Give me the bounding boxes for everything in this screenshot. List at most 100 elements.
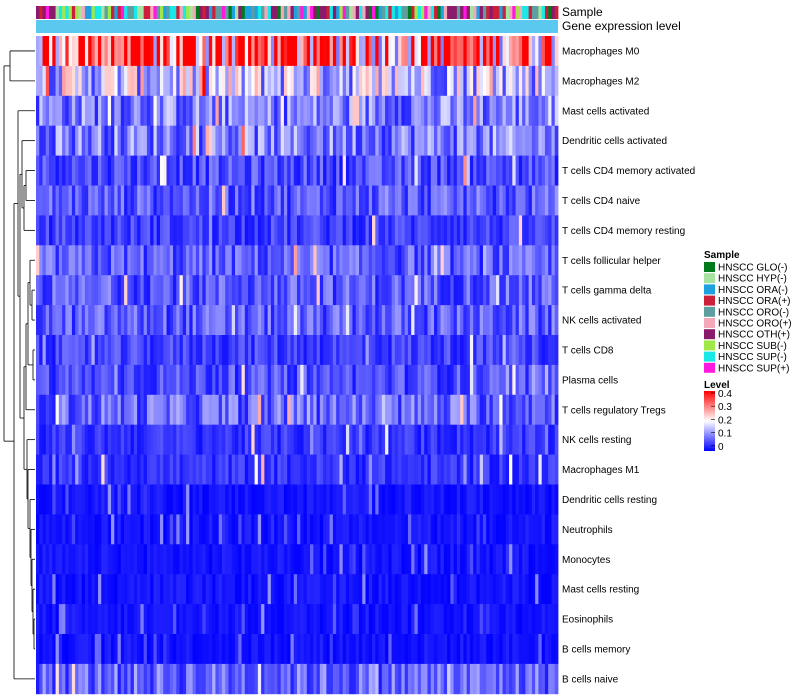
heatmap-cell xyxy=(505,95,510,127)
heatmap-cell xyxy=(522,185,526,216)
heatmap-cell xyxy=(404,544,409,575)
sample-annotation-cell xyxy=(385,6,389,19)
heatmap-cell xyxy=(398,275,402,306)
heatmap-cell xyxy=(407,364,412,396)
heatmap-cell xyxy=(460,394,464,426)
heatmap-cell xyxy=(270,335,275,366)
heatmap-cell xyxy=(202,245,207,276)
heatmap-cell xyxy=(372,544,376,575)
heatmap-cell xyxy=(420,364,425,396)
sample-annotation-cell xyxy=(453,6,458,19)
heatmap-cell xyxy=(274,125,278,156)
heatmap-cell xyxy=(414,514,419,545)
heatmap-cell xyxy=(228,394,233,426)
heatmap-cell xyxy=(434,215,438,246)
heatmap-cell xyxy=(345,544,350,575)
heatmap-cell xyxy=(476,604,481,635)
heatmap-cell xyxy=(323,65,327,97)
heatmap-cell xyxy=(362,544,366,575)
heatmap-cell xyxy=(202,454,207,485)
heatmap-cell xyxy=(45,125,50,156)
heatmap-cell xyxy=(120,275,125,306)
heatmap-cell xyxy=(420,424,425,455)
heatmap-cell xyxy=(208,394,213,426)
heatmap-cell xyxy=(411,36,415,67)
heatmap-cell xyxy=(492,215,497,246)
gene-expression-track-label: Gene expression level xyxy=(562,19,681,33)
heatmap-cell xyxy=(362,245,366,276)
heatmap-cell xyxy=(205,574,210,605)
heatmap-cell xyxy=(208,185,213,216)
heatmap-cell xyxy=(378,65,383,97)
heatmap-cell xyxy=(241,305,246,336)
heatmap-cell xyxy=(437,424,441,455)
heatmap-cell xyxy=(65,305,70,336)
heatmap-cell xyxy=(554,95,559,127)
heatmap-cell xyxy=(267,36,272,67)
heatmap-cell xyxy=(460,215,464,246)
heatmap-cell xyxy=(345,574,350,605)
heatmap-cell xyxy=(492,275,497,306)
sample-annotation-cell xyxy=(394,6,399,19)
heatmap-cell xyxy=(176,514,180,545)
heatmap-cell xyxy=(173,215,177,246)
heatmap-cell xyxy=(36,394,40,426)
heatmap-cell xyxy=(479,185,484,216)
heatmap-cell xyxy=(554,454,559,485)
heatmap-cell xyxy=(391,245,396,276)
heatmap-cell xyxy=(310,36,314,67)
heatmap-cell xyxy=(199,125,203,156)
heatmap-cell xyxy=(300,305,304,336)
heatmap-cell xyxy=(518,125,523,156)
heatmap-cell xyxy=(404,155,409,186)
heatmap-cell xyxy=(535,454,539,485)
heatmap-cell xyxy=(293,394,298,426)
heatmap-cell xyxy=(182,634,187,665)
heatmap-cell xyxy=(133,484,138,515)
heatmap-cell xyxy=(368,275,373,306)
heatmap-cell xyxy=(62,36,66,67)
heatmap-cell xyxy=(430,305,435,336)
heatmap-cell xyxy=(163,215,167,246)
heatmap-cell xyxy=(476,275,481,306)
heatmap-cell xyxy=(365,275,370,306)
heatmap-cell xyxy=(68,36,73,67)
heatmap-cell xyxy=(407,36,412,67)
heatmap-cell xyxy=(482,125,487,156)
heatmap-cell xyxy=(270,125,275,156)
heatmap-cell xyxy=(146,454,151,485)
heatmap-cell xyxy=(179,604,184,635)
heatmap-cell xyxy=(362,65,366,97)
heatmap-cell xyxy=(225,424,229,455)
heatmap-cell xyxy=(365,65,370,97)
heatmap-cell xyxy=(68,604,73,635)
heatmap-cell xyxy=(78,65,83,97)
heatmap-cell xyxy=(339,544,344,575)
heatmap-cell xyxy=(453,634,458,665)
sample-annotation-cell xyxy=(146,6,151,19)
heatmap-cell xyxy=(52,604,56,635)
heatmap-cell xyxy=(332,95,337,127)
heatmap-cell xyxy=(398,305,402,336)
heatmap-cell xyxy=(39,574,43,605)
heatmap-cell xyxy=(326,634,331,665)
heatmap-cell xyxy=(159,335,164,366)
heatmap-cell xyxy=(277,663,282,695)
heatmap-cell xyxy=(381,65,386,97)
heatmap-cell xyxy=(518,36,523,67)
heatmap-cell xyxy=(535,335,539,366)
heatmap-cell xyxy=(538,335,543,366)
heatmap-cell xyxy=(163,335,167,366)
heatmap-cell xyxy=(244,454,249,485)
heatmap-cell xyxy=(140,155,145,186)
heatmap-cell xyxy=(401,364,406,396)
heatmap-cell xyxy=(342,634,347,665)
heatmap-cell xyxy=(212,125,216,156)
heatmap-cell xyxy=(137,185,141,216)
heatmap-cell xyxy=(411,484,415,515)
heatmap-cell xyxy=(182,95,187,127)
heatmap-cell xyxy=(407,185,412,216)
heatmap-cell xyxy=(283,514,288,545)
heatmap-cell xyxy=(365,95,370,127)
heatmap-cell xyxy=(447,155,451,186)
